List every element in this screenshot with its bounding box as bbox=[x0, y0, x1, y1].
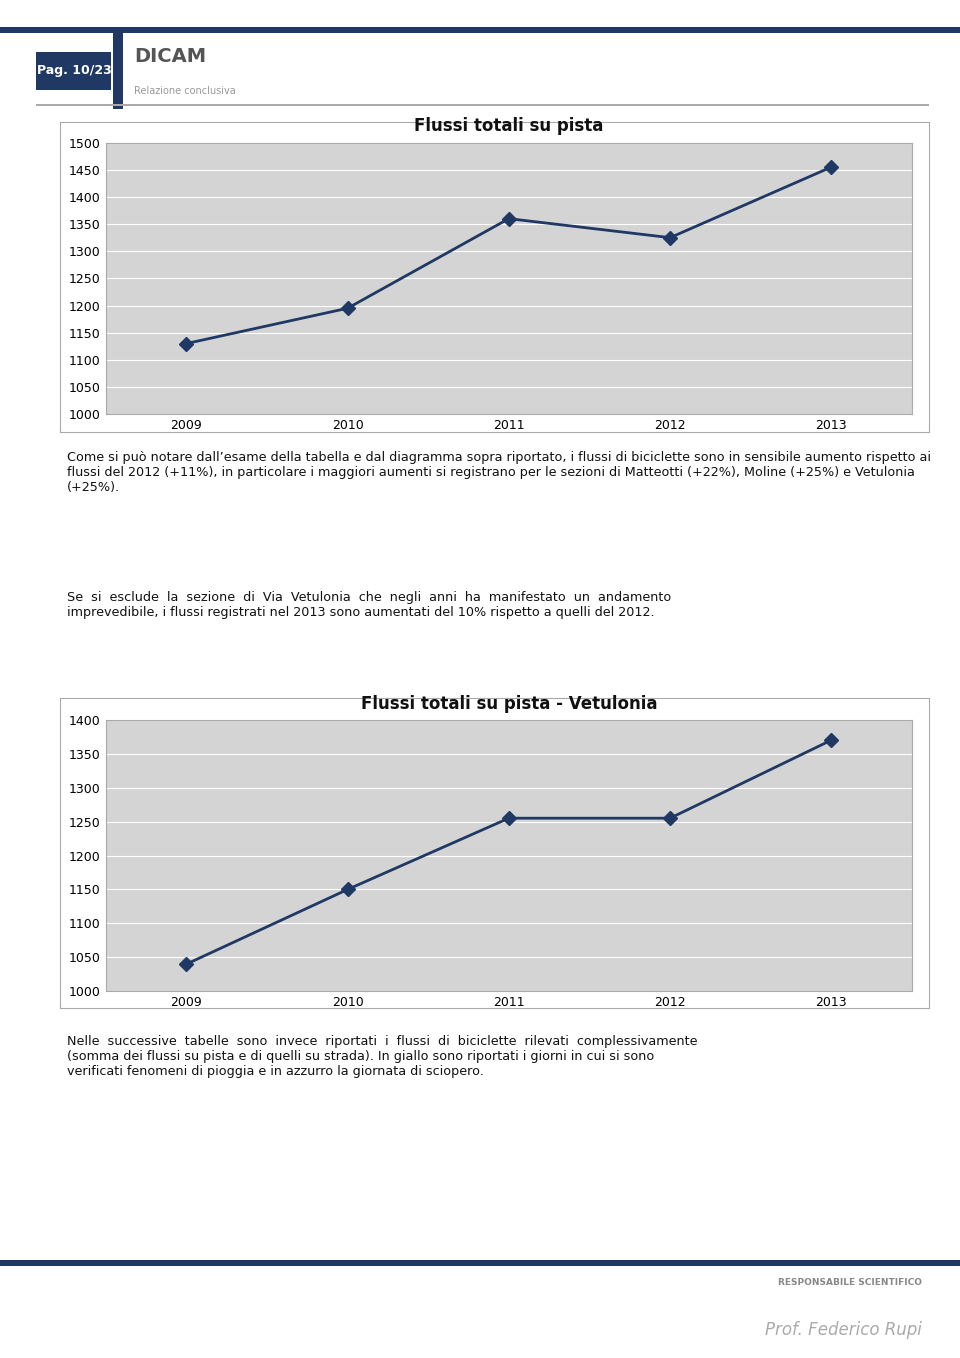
Text: Prof. Federico Rupi: Prof. Federico Rupi bbox=[765, 1320, 922, 1339]
Text: Se  si  esclude  la  sezione  di  Via  Vetulonia  che  negli  anni  ha  manifest: Se si esclude la sezione di Via Vetuloni… bbox=[67, 591, 671, 619]
Text: Pag. 10/23: Pag. 10/23 bbox=[36, 64, 111, 77]
Title: Flussi totali su pista: Flussi totali su pista bbox=[414, 118, 604, 136]
Text: Nelle  successive  tabelle  sono  invece  riportati  i  flussi  di  biciclette  : Nelle successive tabelle sono invece rip… bbox=[67, 1035, 698, 1078]
Title: Flussi totali su pista - Vetulonia: Flussi totali su pista - Vetulonia bbox=[361, 695, 657, 713]
Text: Come si può notare dall’esame della tabella e dal diagramma sopra riportato, i f: Come si può notare dall’esame della tabe… bbox=[67, 451, 931, 494]
Text: RESPONSABILE SCIENTIFICO: RESPONSABILE SCIENTIFICO bbox=[778, 1278, 922, 1287]
Text: DICAM: DICAM bbox=[134, 48, 206, 67]
Text: Relazione conclusiva: Relazione conclusiva bbox=[134, 86, 236, 96]
